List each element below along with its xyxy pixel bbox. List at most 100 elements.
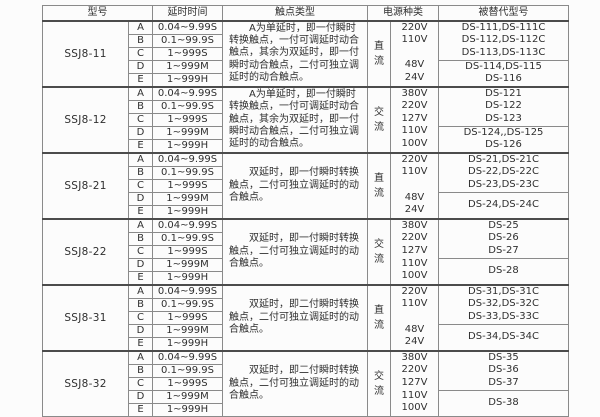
row-letter: B — [128, 231, 153, 246]
replaced-models-top-line: DS-113,DS-113C — [461, 46, 546, 58]
header-model: 型号 — [42, 5, 153, 21]
row-letter: E — [128, 72, 153, 88]
power-kind-line: 交 — [374, 370, 384, 382]
row-letter: D — [128, 125, 153, 140]
replaced-models-bottom: DS-38 — [438, 389, 569, 417]
table-row: C 1~999S — [43, 46, 569, 61]
model-cell: SSJ8-32 — [42, 349, 129, 417]
contact-description: 双延时，即二付瞬时转换 触点，二付可独立调延时的动 合触点。 — [222, 349, 368, 417]
power-kind-line: 流 — [374, 253, 384, 265]
delay-value: 0.1~99.9S — [152, 165, 223, 180]
delay-value: 0.1~99.9S — [152, 363, 223, 378]
contact-description: 双延时，即二付瞬时转换 触点，二付可独立调延时的动 合触点。 — [222, 283, 368, 352]
voltage-list-line: 380V — [401, 87, 428, 99]
delay-value: 0.04~9.99S — [152, 283, 223, 299]
replaced-models-top-line: DS-123 — [485, 112, 522, 124]
table-row: SSJ8-21 A 0.04~9.99S 双延时，即一付瞬时转换 触点，二付可独立调延… — [42, 151, 569, 220]
power-kind-line: 直 — [374, 40, 384, 52]
replaced-models-bottom-line: DS-28 — [488, 265, 519, 277]
delay-value: 0.04~9.99S — [152, 217, 223, 233]
voltage-list-line: 380V — [401, 351, 428, 363]
row-letter: B — [128, 297, 153, 312]
delay-value: 1~999M — [152, 323, 223, 338]
replaced-models-top: DS-121 DS-122 DS-123 — [438, 85, 569, 127]
row-letter: C — [128, 46, 153, 61]
replaced-models-bottom: DS-24,DS-24C — [438, 191, 569, 220]
voltage-list-line: 48V — [404, 323, 425, 335]
table-row: C 1~999S — [43, 178, 569, 193]
power-kind: 交流 — [367, 217, 391, 286]
power-kind-line: 交 — [374, 106, 384, 118]
voltage-list-line — [392, 179, 438, 192]
replaced-models-top-line: DS-36 — [488, 364, 519, 376]
replaced-models-bottom-line: DS-24,DS-24C — [468, 199, 539, 211]
delay-value: 1~999M — [152, 257, 223, 272]
table-row: E 1~999H — [43, 138, 569, 154]
power-kind-line: 流 — [374, 121, 384, 133]
model-cell: SSJ8-12 — [42, 85, 129, 154]
row-letter: D — [128, 59, 153, 74]
delay-value: 1~999S — [152, 376, 223, 391]
delay-value: 1~999M — [152, 389, 223, 404]
table-row: SSJ8-22 A 0.04~9.99S 双延时，即一付瞬时转换 触点，二付可独立调延… — [42, 217, 569, 286]
row-letter: C — [128, 376, 153, 391]
power-kind-line: 直 — [374, 304, 384, 316]
replaced-models-top-line: DS-32,DS-32C — [468, 298, 539, 310]
delay-value: 1~999S — [152, 178, 223, 193]
voltage-list-line: 127V — [401, 112, 428, 124]
voltage-list-line — [392, 311, 438, 324]
table-row: D 1~999M DS-124,,DS-125 DS-126 — [43, 125, 569, 154]
header-replaced: 被替代型号 — [438, 5, 569, 21]
replaced-models-bottom-line: DS-126 — [485, 139, 522, 151]
spec-table: 型号 延时时间 触点类型 电源种类 被替代型号 SSJ8-11 A 0.04~9.9… — [42, 5, 569, 417]
replaced-models-bottom-line: DS-38 — [488, 397, 519, 409]
row-letter: B — [128, 363, 153, 378]
replaced-models-bottom-line: DS-114,DS-115 — [465, 60, 542, 72]
model-cell: SSJ8-11 — [42, 19, 129, 88]
delay-value: 1~999H — [152, 270, 223, 286]
power-kind-line: 流 — [374, 187, 384, 199]
table-row: E 1~999H — [43, 336, 569, 352]
replaced-models-bottom-line: DS-34,DS-34C — [468, 331, 539, 343]
replaced-models-bottom-line: DS-116 — [485, 73, 522, 85]
power-kind-line: 流 — [374, 55, 384, 67]
delay-value: 1~999M — [152, 59, 223, 74]
voltage-list-line: 48V — [404, 59, 425, 71]
row-letter: E — [128, 402, 153, 417]
voltage-list-line: 220V — [401, 364, 428, 376]
table-row: D 1~999M DS-28 — [43, 257, 569, 286]
voltage-list-line: 220V — [401, 153, 428, 165]
voltage-list-line: 127V — [401, 245, 428, 257]
replaced-models-top-line: DS-25 — [488, 219, 519, 231]
voltage-list: 380V 220V 127V 110V 100V — [390, 85, 439, 154]
delay-value: 0.04~9.99S — [152, 19, 223, 35]
row-letter: A — [128, 349, 153, 365]
delay-value: 1~999S — [152, 112, 223, 127]
replaced-models-top-line: DS-122 — [485, 100, 522, 112]
row-letter: C — [128, 178, 153, 193]
voltage-list-line: 380V — [401, 219, 428, 231]
contact-description: 双延时，即一付瞬时转换 触点，二付可独立调延时的动 合触点。 — [222, 217, 368, 286]
relay-spec-table: 型号 延时时间 触点类型 电源种类 被替代型号 SSJ8-11 A 0.04~9.9… — [42, 5, 569, 417]
row-letter: C — [128, 310, 153, 325]
replaced-models-top-line: DS-35 — [488, 351, 519, 363]
replaced-models-top-line: DS-27 — [488, 245, 519, 257]
row-letter: D — [128, 257, 153, 272]
voltage-list-line: 48V — [404, 191, 425, 203]
replaced-models-top-line: DS-23,DS-23C — [468, 179, 539, 191]
delay-value: 0.04~9.99S — [152, 85, 223, 101]
delay-value: 1~999H — [152, 336, 223, 352]
replaced-models-top-line: DS-112,DS-112C — [461, 34, 546, 46]
delay-value: 0.1~99.9S — [152, 297, 223, 312]
table-header-row: 型号 延时时间 触点类型 电源种类 被替代型号 — [42, 5, 569, 21]
row-letter: C — [128, 244, 153, 259]
replaced-models-top-line: DS-22,DS-22C — [468, 166, 539, 178]
replaced-models-bottom: DS-28 — [438, 257, 569, 286]
replaced-models-bottom: DS-114,DS-115 DS-116 — [438, 59, 569, 88]
header-delay: 延时时间 — [152, 5, 223, 21]
delay-value: 0.1~99.9S — [152, 99, 223, 114]
replaced-models-bottom-line: DS-124,,DS-125 — [463, 126, 544, 138]
voltage-list-line: 24V — [404, 71, 425, 83]
voltage-list-line: 110V — [401, 166, 428, 178]
row-letter: D — [128, 389, 153, 404]
